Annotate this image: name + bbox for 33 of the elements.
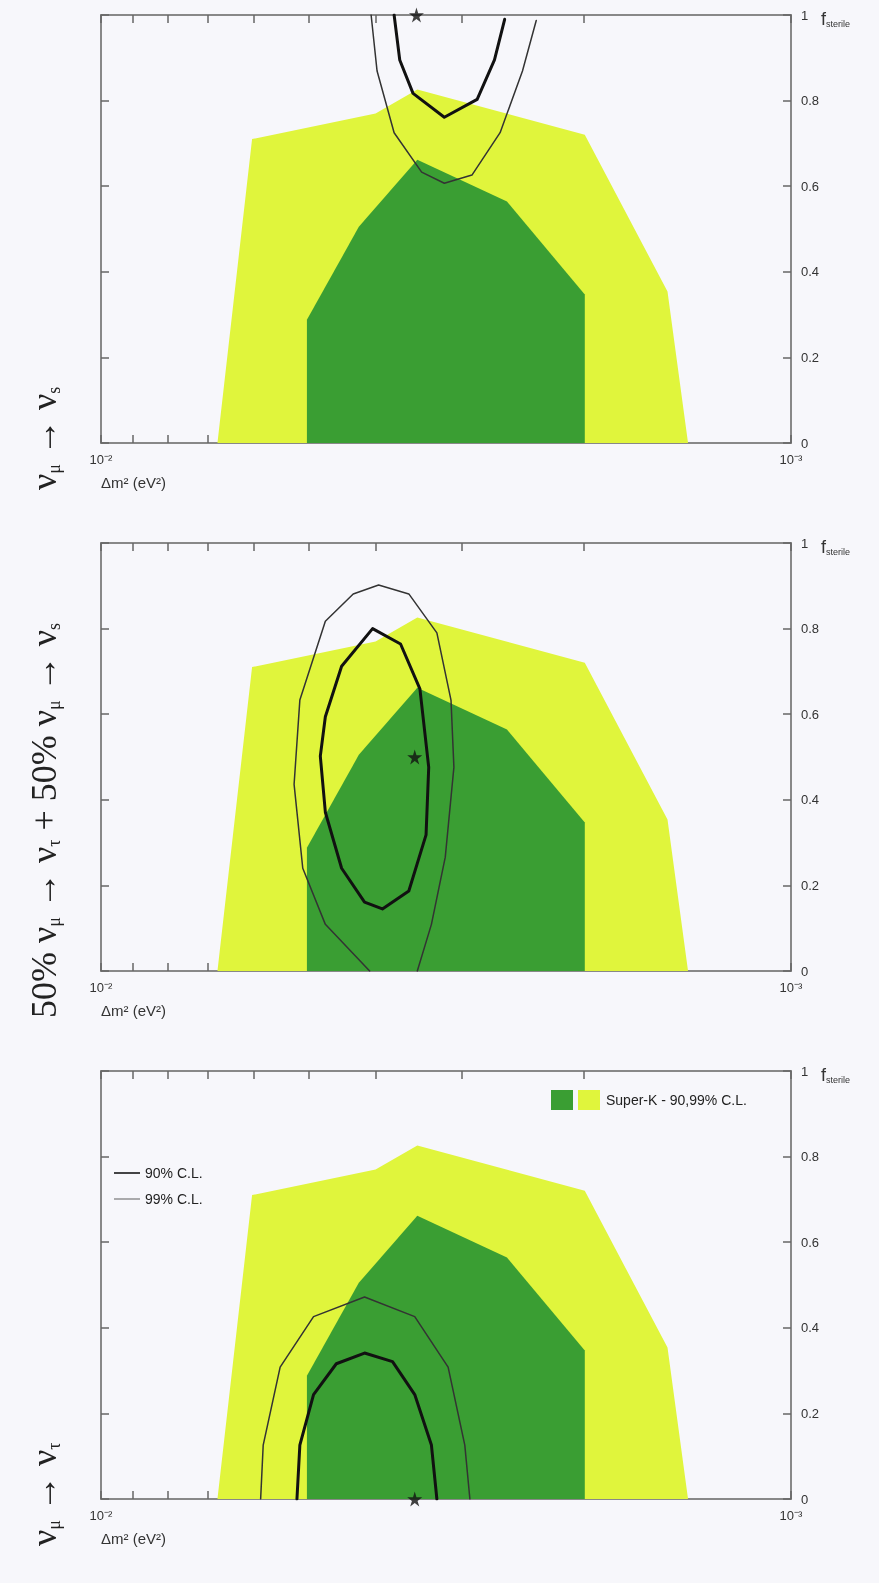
- y-tick-label: 1: [801, 7, 809, 23]
- y-tick-label: 0.4: [801, 1320, 820, 1336]
- y-tick-label: 1: [801, 535, 809, 551]
- x-tick-label: 10⁻²: [89, 980, 114, 995]
- y-tick-label: 0: [801, 963, 809, 979]
- legend-label: Super-K - 90,99% C.L.: [606, 1092, 747, 1108]
- y-tick-label: 0: [801, 1491, 809, 1507]
- y-tick-label: 0.6: [801, 706, 820, 722]
- y-tick-label: 0.4: [801, 264, 820, 280]
- text: νμ → νs: [24, 386, 64, 490]
- y-tick-label: 0.6: [801, 178, 820, 194]
- x-axis-title: Δm² (eV²): [101, 1002, 167, 1019]
- y-tick-label: 0.4: [801, 792, 820, 808]
- x-tick-label: 10⁻³: [779, 452, 804, 467]
- legend-label: 90% C.L.: [145, 1165, 203, 1181]
- y-tick-label: 0.8: [801, 621, 820, 637]
- x-axis-title: Δm² (eV²): [101, 1530, 167, 1547]
- text: 50% νμ → ντ + 50% νμ → νs: [24, 623, 64, 1018]
- y-tick-label: 0.2: [801, 1405, 820, 1421]
- y-tick-label: 0.8: [801, 93, 820, 109]
- x-tick-label: 10⁻³: [779, 980, 804, 995]
- x-tick-label: 10⁻³: [779, 1508, 804, 1523]
- y-tick-label: 0.2: [801, 349, 820, 365]
- text: νμ → ντ: [24, 1442, 64, 1546]
- x-axis-title: Δm² (eV²): [101, 474, 167, 491]
- y-tick-label: 1: [801, 1063, 809, 1079]
- y-tick-label: 0.6: [801, 1234, 820, 1250]
- y-tick-label: 0.2: [801, 877, 820, 893]
- y-tick-label: 0.8: [801, 1149, 820, 1165]
- x-tick-label: 10⁻²: [89, 1508, 114, 1523]
- x-tick-label: 10⁻²: [89, 452, 114, 467]
- legend-label: 99% C.L.: [145, 1191, 203, 1207]
- y-tick-label: 0: [801, 435, 809, 451]
